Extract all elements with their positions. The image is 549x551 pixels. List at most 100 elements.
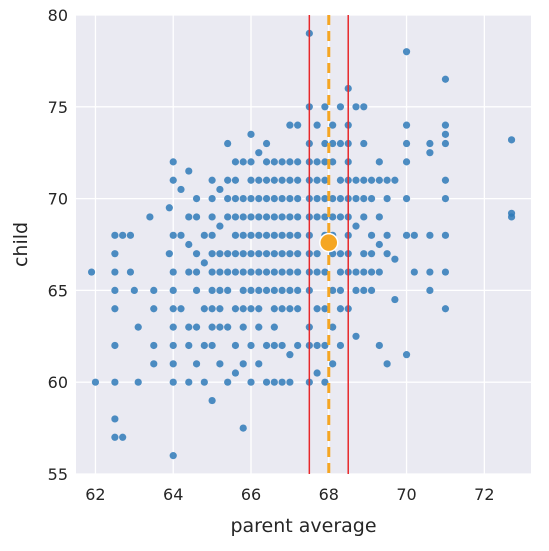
scatter-point bbox=[231, 176, 240, 184]
scatter-point bbox=[294, 305, 302, 313]
scatter-point bbox=[119, 231, 127, 239]
scatter-point bbox=[278, 286, 286, 294]
scatter-point bbox=[286, 268, 294, 276]
scatter-point bbox=[294, 176, 302, 184]
scatter-point bbox=[239, 213, 247, 221]
scatter-point bbox=[169, 158, 177, 166]
y-tick-label: 75 bbox=[48, 98, 68, 117]
scatter-point bbox=[185, 341, 193, 350]
scatter-point bbox=[507, 136, 516, 144]
scatter-point bbox=[177, 231, 185, 239]
scatter-point bbox=[262, 250, 271, 258]
scatter-point bbox=[367, 268, 376, 276]
scatter-point bbox=[262, 341, 271, 350]
scatter-point bbox=[313, 213, 321, 221]
scatter-point bbox=[247, 195, 255, 203]
scatter-point bbox=[360, 176, 368, 184]
scatter-point bbox=[262, 176, 271, 184]
scatter-point bbox=[367, 286, 376, 294]
scatter-point bbox=[360, 250, 368, 258]
scatter-point bbox=[278, 378, 286, 386]
scatter-point bbox=[294, 231, 302, 239]
scatter-point bbox=[146, 213, 154, 221]
scatter-point bbox=[352, 268, 360, 276]
scatter-point bbox=[321, 195, 329, 203]
scatter-point bbox=[294, 341, 302, 350]
scatter-point bbox=[336, 268, 345, 276]
scatter-point bbox=[336, 139, 345, 148]
scatter-point bbox=[270, 305, 278, 313]
scatter-point bbox=[270, 250, 278, 258]
scatter-point bbox=[247, 341, 255, 350]
scatter-point bbox=[270, 268, 278, 276]
scatter-point bbox=[224, 213, 232, 221]
scatter-point bbox=[208, 341, 216, 350]
scatter-point bbox=[239, 250, 247, 258]
scatter-point bbox=[262, 139, 271, 148]
scatter-point bbox=[231, 369, 240, 377]
scatter-point bbox=[216, 185, 224, 194]
scatter-point bbox=[321, 378, 329, 386]
scatter-point bbox=[383, 176, 391, 184]
scatter-point bbox=[360, 213, 368, 221]
scatter-point bbox=[134, 378, 142, 386]
scatter-point bbox=[216, 360, 224, 368]
scatter-point bbox=[278, 231, 286, 239]
scatter-point bbox=[286, 195, 294, 203]
scatter-point bbox=[216, 323, 224, 331]
scatter-point bbox=[208, 213, 216, 221]
scatter-point bbox=[352, 332, 360, 340]
scatter-point bbox=[169, 323, 177, 331]
scatter-point bbox=[185, 167, 193, 175]
scatter-point bbox=[336, 286, 345, 294]
scatter-point bbox=[224, 139, 232, 148]
scatter-point bbox=[286, 213, 294, 221]
scatter-point bbox=[239, 231, 247, 239]
scatter-point bbox=[224, 323, 232, 331]
scatter-point bbox=[208, 305, 216, 313]
scatter-point bbox=[169, 378, 177, 386]
scatter-point bbox=[200, 341, 208, 350]
scatter-point bbox=[367, 195, 376, 203]
scatter-point bbox=[130, 286, 138, 294]
scatter-point bbox=[111, 415, 119, 423]
scatter-point bbox=[329, 139, 337, 148]
scatter-point bbox=[255, 268, 263, 276]
scatter-point bbox=[313, 176, 321, 184]
scatter-point bbox=[208, 268, 216, 276]
scatter-point bbox=[402, 195, 411, 203]
x-tick-label: 70 bbox=[396, 485, 416, 504]
scatter-point bbox=[294, 250, 302, 258]
x-tick-label: 72 bbox=[474, 485, 494, 504]
scatter-point bbox=[336, 195, 345, 203]
scatter-point bbox=[231, 305, 240, 313]
scatter-point bbox=[329, 323, 337, 331]
scatter-point bbox=[262, 231, 271, 239]
scatter-point bbox=[278, 250, 286, 258]
scatter-point bbox=[286, 231, 294, 239]
scatter-point bbox=[134, 323, 142, 331]
scatter-point bbox=[441, 75, 450, 83]
scatter-point bbox=[200, 378, 208, 386]
scatter-point bbox=[224, 378, 232, 386]
scatter-point bbox=[150, 360, 158, 368]
scatter-point bbox=[255, 250, 263, 258]
scatter-point bbox=[402, 231, 411, 239]
scatter-point bbox=[270, 195, 278, 203]
scatter-point bbox=[224, 250, 232, 258]
scatter-point bbox=[231, 268, 240, 276]
scatter-point bbox=[169, 286, 177, 294]
y-tick-label: 65 bbox=[48, 281, 68, 300]
plot-area bbox=[76, 15, 531, 474]
scatter-point bbox=[169, 341, 177, 350]
x-tick-label: 64 bbox=[163, 485, 183, 504]
scatter-point bbox=[321, 213, 329, 221]
scatter-point bbox=[247, 176, 255, 184]
x-tick-label: 62 bbox=[85, 485, 105, 504]
scatter-point bbox=[313, 158, 321, 166]
scatter-point bbox=[286, 158, 294, 166]
scatter-point bbox=[169, 452, 177, 460]
scatter-point bbox=[294, 213, 302, 221]
scatter-point bbox=[216, 250, 224, 258]
scatter-point bbox=[255, 176, 263, 184]
